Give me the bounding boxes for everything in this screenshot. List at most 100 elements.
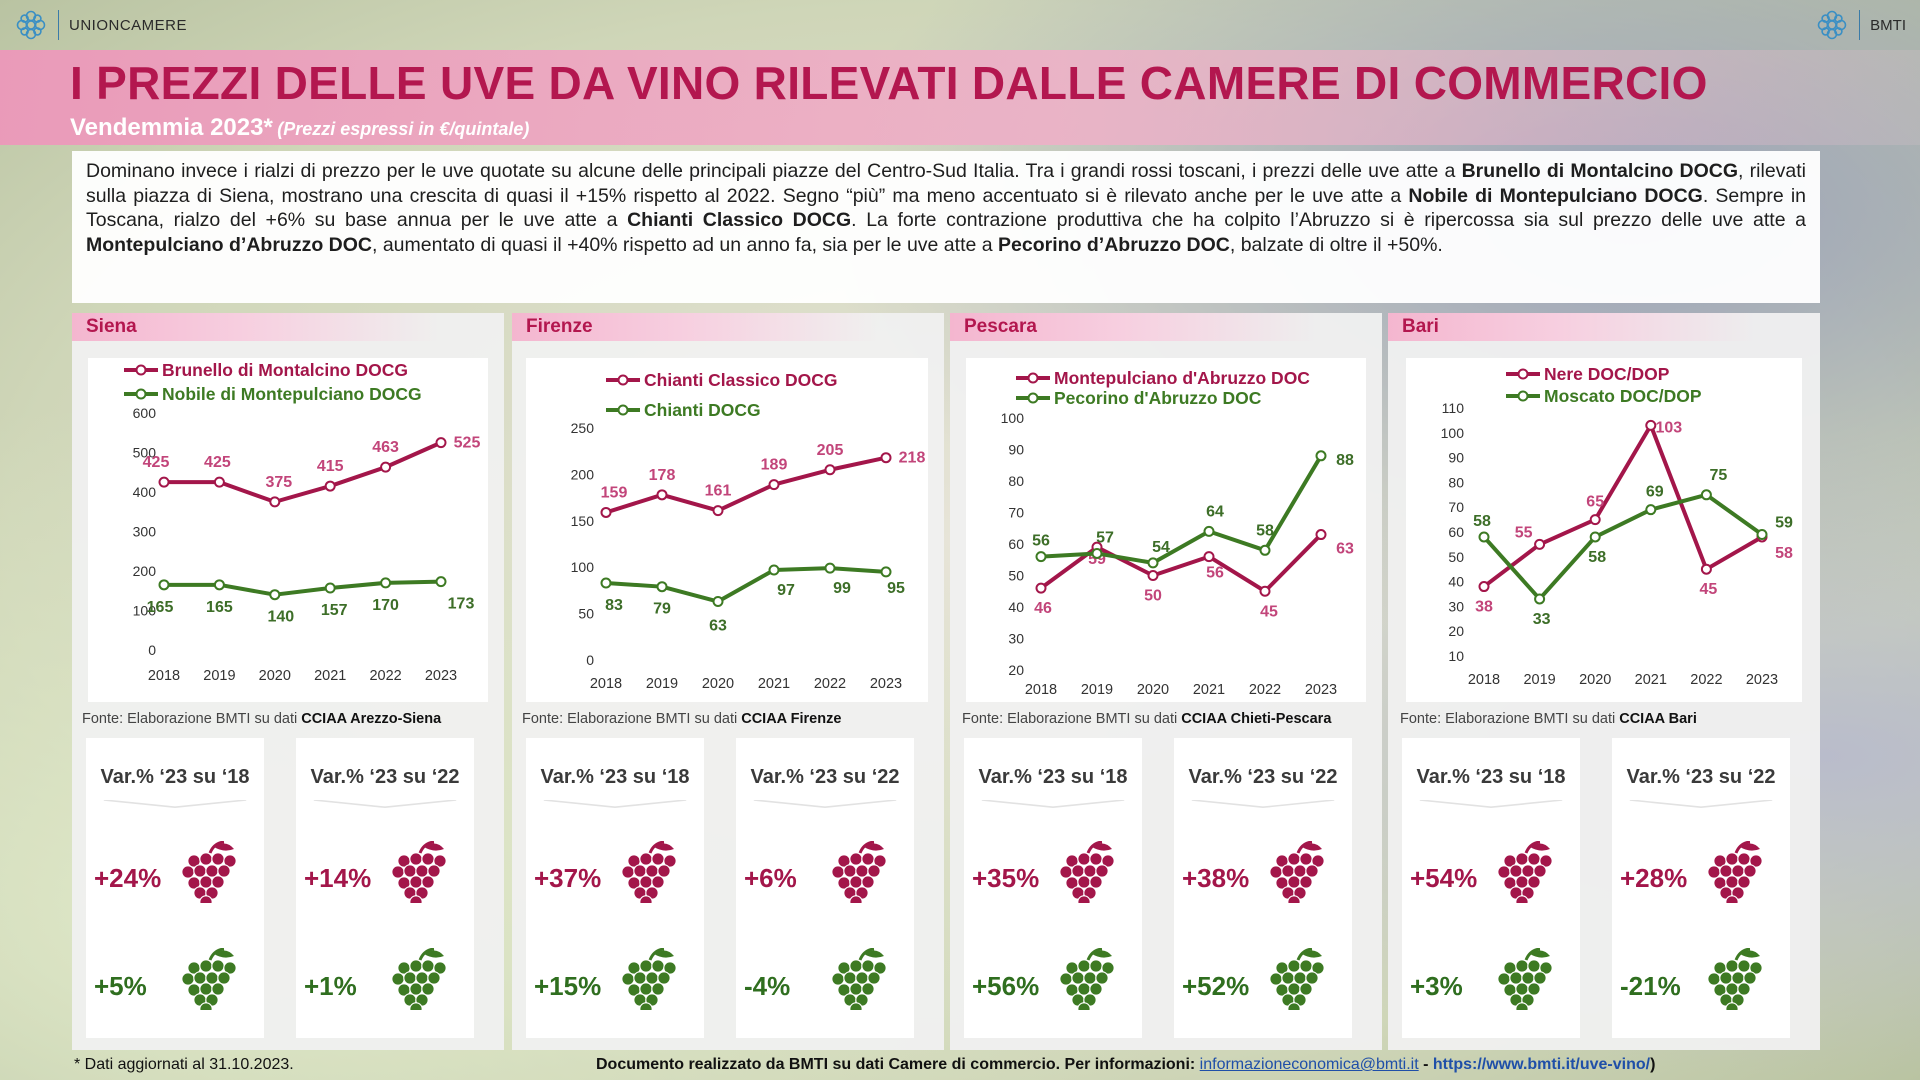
data-label: 173 (448, 596, 475, 613)
y-tick-label: 0 (586, 652, 594, 668)
x-tick-label: 2023 (1746, 672, 1778, 688)
data-label: 161 (705, 483, 732, 500)
data-label: 415 (317, 458, 344, 475)
bmti-logo[interactable]: BMTI (1815, 8, 1906, 42)
data-label: 525 (454, 435, 481, 452)
y-tick-label: 50 (1008, 568, 1024, 584)
data-label: 425 (143, 454, 170, 471)
unioncamere-logo[interactable]: UNIONCAMERE (14, 8, 187, 42)
data-point (269, 496, 281, 508)
grape-green-icon (181, 948, 237, 1010)
city-header: Siena (72, 313, 504, 341)
data-point (1203, 525, 1215, 537)
data-label: 58 (1588, 549, 1606, 566)
data-label: 63 (1336, 541, 1354, 558)
data-label: 69 (1646, 484, 1664, 501)
footer-close-paren: ) (1650, 1056, 1656, 1073)
variation-label: Var.% ‘23 su ‘22 (750, 766, 900, 788)
data-point (1147, 557, 1159, 569)
data-point (1589, 514, 1601, 526)
variation-label: Var.% ‘23 su ‘22 (310, 766, 460, 788)
x-tick-label: 2018 (148, 668, 180, 684)
intro-bold: Chianti Classico DOCG (627, 209, 852, 231)
intro-text: , rilevati sulla piazza di Siena, mostra… (86, 160, 1807, 207)
variation-red-value: +14% (304, 863, 372, 893)
source-note: Fonte: Elaborazione BMTI su dati CCIAA F… (522, 711, 841, 727)
line-chart: 0 50 100 150 200 250 2018 2019 2020 2021 2022 2023 C… (526, 358, 928, 702)
x-tick-label: 2019 (1523, 672, 1555, 688)
y-tick-label: 40 (1008, 599, 1024, 615)
y-tick-label: 200 (133, 563, 157, 579)
data-label: 38 (1475, 599, 1493, 616)
grape-green-icon (1497, 948, 1553, 1010)
x-tick-label: 2021 (1635, 672, 1667, 688)
data-label: 79 (653, 601, 671, 618)
x-tick-label: 2023 (1305, 682, 1337, 698)
data-point (380, 577, 392, 589)
variation-green-value: -21% (1620, 971, 1681, 1001)
card-separator (103, 800, 247, 808)
card-separator (1419, 800, 1563, 808)
variation-red-value: +54% (1410, 863, 1478, 893)
source-entity: CCIAA Bari (1619, 711, 1697, 727)
grape-green-icon (831, 948, 887, 1010)
panel-firenze: Firenze 0 50 100 150 200 250 2018 2019 2020 2021 20… (512, 313, 944, 1050)
data-label: 58 (1775, 545, 1793, 562)
line-chart: 20 30 40 50 60 70 80 90 100 2018 2019 2020 2021 2022 2… (966, 358, 1366, 702)
x-tick-label: 2020 (1579, 672, 1611, 688)
grape-red-icon (391, 841, 447, 903)
variation-red-value: +37% (534, 863, 602, 893)
grape-red-icon (1269, 841, 1325, 903)
chart-svg: 0 100 200 300 400 500 600 2018 2019 2020 2021 2022 2… (124, 360, 481, 684)
data-point (158, 579, 170, 591)
y-tick-label: 80 (1008, 473, 1024, 489)
y-tick-label: 600 (133, 405, 157, 421)
y-tick-label: 70 (1008, 505, 1024, 521)
y-tick-label: 30 (1008, 631, 1024, 647)
page-title: I PREZZI DELLE UVE DA VINO RILEVATI DALL… (70, 57, 1708, 109)
variation-green-value: +3% (1410, 971, 1463, 1001)
data-label: 88 (1336, 452, 1354, 469)
x-tick-label: 2021 (758, 676, 790, 692)
variation-red-value: +38% (1182, 863, 1250, 893)
x-tick-label: 2021 (314, 668, 346, 684)
data-point (1315, 450, 1327, 462)
logo-divider (1859, 10, 1861, 40)
legend-label: Moscato DOC/DOP (1544, 386, 1702, 406)
legend-label: Nobile di Montepulciano DOCG (162, 384, 422, 404)
variation-label: Var.% ‘23 su ‘18 (540, 766, 690, 788)
variation-label: Var.% ‘23 su ‘18 (100, 766, 250, 788)
intro-text: Dominano invece i rialzi di prezzo per l… (86, 160, 1462, 182)
source-prefix: Fonte: Elaborazione BMTI su dati (82, 711, 302, 727)
data-point (656, 489, 668, 501)
page-subtitle: Vendemmia 2023* (Prezzi espressi in €/qu… (70, 114, 529, 142)
footer-url-link[interactable]: https://www.bmti.it/uve-vino/ (1432, 1056, 1651, 1073)
intro-bold: Nobile di Montepulciano DOCG (1408, 184, 1703, 207)
y-tick-label: 100 (1001, 410, 1025, 426)
data-label: 65 (1586, 494, 1604, 511)
variation-card-vs-2022: Var.% ‘23 su ‘22 +6% -4% (736, 738, 914, 1038)
variation-card-vs-2018: Var.% ‘23 su ‘18 +24% +5% (86, 738, 264, 1038)
data-point (213, 476, 225, 488)
data-point (1589, 531, 1601, 543)
grape-green-icon (1269, 948, 1325, 1010)
y-tick-label: 300 (133, 524, 157, 540)
intro-text: , balzate di oltre il +50%. (1229, 233, 1443, 256)
x-tick-label: 2019 (203, 668, 235, 684)
series-line-red (1039, 533, 1323, 594)
variation-label: Var.% ‘23 su ‘22 (1188, 766, 1338, 788)
grape-red-icon (1707, 841, 1763, 903)
data-point (1756, 528, 1768, 540)
source-note: Fonte: Elaborazione BMTI su dati CCIAA B… (1400, 711, 1697, 727)
y-tick-label: 20 (1448, 623, 1464, 639)
data-label: 165 (147, 599, 174, 616)
subtitle-unit-note: (Prezzi espressi in €/quintale) (277, 119, 530, 139)
x-tick-label: 2020 (259, 668, 291, 684)
data-point (158, 476, 170, 488)
footer-email-link[interactable]: informazioneconomica@bmti.it (1199, 1056, 1419, 1073)
legend-marker (617, 404, 629, 416)
data-point (1035, 551, 1047, 563)
line-chart: 0 100 200 300 400 500 600 2018 2019 2020 2021 2022 2… (88, 358, 488, 702)
legend-label: Chianti DOCG (644, 400, 761, 420)
legend-label: Chianti Classico DOCG (644, 370, 838, 390)
